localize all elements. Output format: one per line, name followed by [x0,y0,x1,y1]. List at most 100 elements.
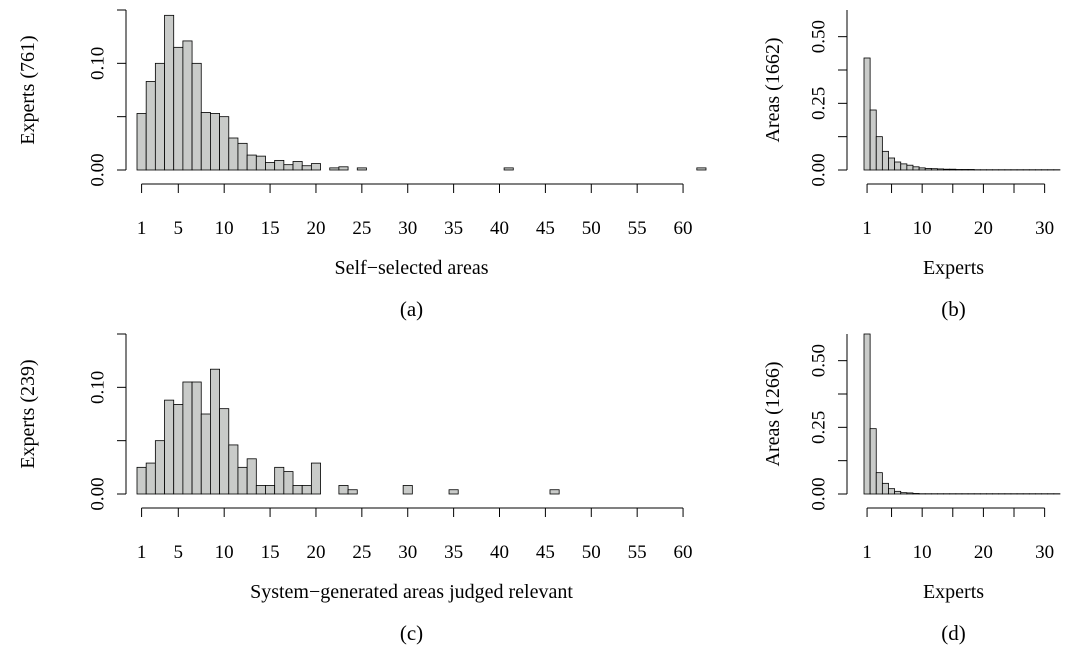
x-tick-label: 1 [137,218,147,239]
bar-19 [302,166,311,170]
y-tick-label: 0.00 [88,477,109,510]
bar-1 [864,334,870,494]
x-tick-label: 60 [674,542,693,563]
bar-9 [913,167,919,170]
bars [864,58,1060,170]
bar-1 [864,58,870,170]
bar-22 [330,168,339,170]
bar-20 [311,164,320,170]
bar-8 [201,414,210,494]
x-tick-label: 45 [536,218,555,239]
x-tick-label: 20 [306,218,325,239]
y-axis-label: Areas (1266) [762,362,784,467]
y-tick-label: 0.50 [809,344,830,377]
x-tick-label: 50 [582,218,601,239]
y-axis: 0.00 0.10 [88,334,127,511]
bar-6 [895,162,901,170]
bar-2 [146,463,155,494]
bar-2 [870,110,876,170]
bar-12 [238,143,247,170]
bar-16 [275,160,284,170]
bar-12 [238,467,247,494]
panel-caption: (a) [400,297,423,321]
bar-8 [907,165,913,170]
x-tick-label: 40 [490,218,509,239]
bar-1 [137,113,146,170]
y-tick-label: 0.10 [88,371,109,404]
panel-caption: (d) [941,621,966,645]
bar-16 [275,467,284,494]
bar-23 [339,167,348,170]
bars [137,15,706,170]
x-axis-label: Experts [923,257,984,279]
x-tick-label: 35 [444,218,463,239]
x-tick-label: 30 [398,542,417,563]
bar-46 [550,490,559,494]
y-axis-label: Experts (239) [17,359,39,468]
x-tick-label: 20 [974,218,993,239]
bar-14 [256,485,265,494]
bar-10 [220,409,229,494]
bar-62 [697,168,706,170]
x-tick-label: 45 [536,542,555,563]
bar-17 [284,165,293,170]
panel-caption: (c) [400,621,423,645]
y-tick-label: 0.00 [809,477,830,510]
bar-13 [937,169,943,170]
bar-3 [155,63,164,170]
bar-17 [284,472,293,494]
bar-13 [247,155,256,170]
bar-10 [919,168,925,170]
x-tick-label: 1 [137,542,147,563]
x-tick-label: 15 [261,542,280,563]
bar-2 [870,429,876,494]
bar-41 [504,168,513,170]
y-tick-label: 0.50 [809,20,830,53]
bar-6 [895,491,901,494]
x-tick-label: 40 [490,542,509,563]
x-tick-label: 30 [398,218,417,239]
x-tick-label: 55 [628,218,647,239]
x-tick-label: 25 [352,218,371,239]
bar-12 [931,169,937,170]
x-tick-label: 15 [261,218,280,239]
bar-14 [256,156,265,170]
bar-10 [220,117,229,170]
bar-15 [265,485,274,494]
bar-15 [265,163,274,170]
x-tick-label: 30 [1035,218,1054,239]
bar-3 [876,137,882,170]
x-axis-label: System−generated areas judged relevant [250,581,573,603]
x-tick-label: 5 [174,542,184,563]
bar-30 [403,485,412,494]
x-tick-label: 30 [1035,542,1054,563]
y-tick-label: 0.25 [809,411,830,444]
bar-25 [357,168,366,170]
bar-8 [201,112,210,170]
x-axis-label: Self−selected areas [335,257,489,279]
y-axis: 0.000.250.50 [809,10,848,187]
bar-5 [888,489,894,494]
bar-4 [882,151,888,170]
bar-3 [155,441,164,494]
x-tick-label: 10 [215,542,234,563]
bar-9 [210,369,219,494]
bars [864,334,1060,494]
bar-4 [165,400,174,494]
bar-14 [944,169,950,170]
bar-18 [293,161,302,170]
bar-5 [888,158,894,170]
bar-20 [311,463,320,494]
y-tick-label: 0.00 [809,153,830,186]
bar-18 [293,485,302,494]
bar-7 [192,382,201,494]
bar-16 [956,169,962,170]
